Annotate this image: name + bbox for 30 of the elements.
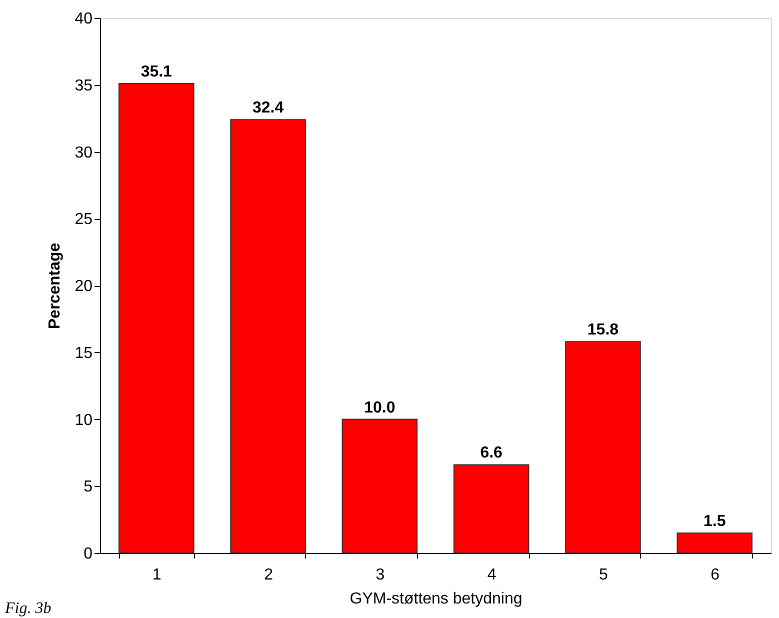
bar [676,532,753,554]
y-tick-label: 0 [84,546,93,562]
y-tick-label: 15 [74,344,93,362]
data-label: 35.1 [140,64,172,81]
bar [118,83,194,554]
data-label: 10.0 [364,399,396,416]
x-tick-label: 6 [710,566,720,584]
y-tick-label: 25 [74,211,93,228]
data-label: 15.8 [587,322,619,339]
bar [342,418,418,554]
x-axis-title: GYM-støttens betydning [350,590,522,608]
y-tick-label: 5 [84,478,93,496]
y-tick-label: 10 [74,412,93,429]
bar [453,464,530,554]
data-label: 6.6 [480,444,503,462]
y-tick-label: 20 [74,278,93,295]
x-tick-label: 3 [376,566,385,584]
x-tick-label: 5 [599,566,608,584]
data-label: 32.4 [252,100,284,117]
bar [565,341,641,554]
x-tick-label: 1 [152,566,162,584]
x-tick-label: 2 [264,566,274,584]
bar [230,119,306,554]
y-axis-title: Percentage [46,242,64,330]
y-tick-label: 40 [74,10,93,28]
data-label: 1.5 [703,512,726,530]
x-tick-label: 4 [487,566,496,584]
y-tick-label: 30 [74,144,93,162]
caption: Fig. 3b [4,600,52,617]
y-tick-label: 35 [74,77,93,94]
